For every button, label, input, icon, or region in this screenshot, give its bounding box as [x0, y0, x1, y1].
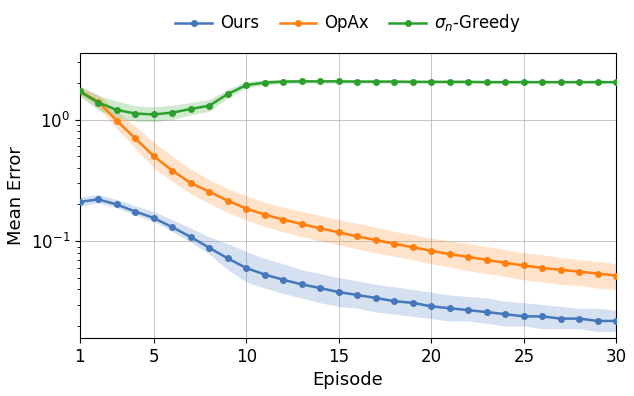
OpAx — [427, 249, 435, 253]
$\sigma_n$-Greedy — [539, 80, 547, 84]
Ours — [427, 304, 435, 309]
OpAx — [261, 212, 269, 217]
$\sigma_n$-Greedy — [187, 107, 195, 111]
Y-axis label: Mean Error: Mean Error — [7, 146, 25, 245]
OpAx — [483, 257, 491, 262]
Ours — [465, 308, 472, 312]
X-axis label: Episode: Episode — [313, 371, 384, 389]
Ours — [169, 225, 176, 230]
Ours — [501, 312, 509, 316]
$\sigma_n$-Greedy — [242, 83, 250, 88]
$\sigma_n$-Greedy — [150, 112, 157, 117]
$\sigma_n$-Greedy — [427, 80, 435, 84]
OpAx — [539, 266, 547, 270]
OpAx — [131, 136, 139, 141]
Ours — [409, 301, 417, 305]
OpAx — [187, 181, 195, 185]
Ours — [483, 310, 491, 314]
Ours — [520, 314, 527, 319]
OpAx — [242, 206, 250, 211]
Ours — [280, 278, 287, 282]
OpAx — [501, 261, 509, 265]
$\sigma_n$-Greedy — [113, 107, 120, 112]
Ours — [150, 215, 157, 220]
Ours — [224, 256, 231, 261]
OpAx — [298, 222, 306, 227]
OpAx — [446, 252, 454, 257]
Ours — [242, 266, 250, 270]
OpAx — [169, 168, 176, 173]
Line: Ours: Ours — [77, 197, 619, 324]
$\sigma_n$-Greedy — [169, 110, 176, 115]
$\sigma_n$-Greedy — [205, 103, 213, 108]
Ours — [557, 316, 565, 321]
OpAx — [76, 88, 84, 93]
OpAx — [557, 267, 565, 272]
Ours — [298, 282, 306, 287]
OpAx — [150, 154, 157, 158]
Ours — [113, 202, 120, 207]
OpAx — [94, 99, 102, 104]
OpAx — [465, 255, 472, 259]
Ours — [446, 306, 454, 310]
$\sigma_n$-Greedy — [224, 91, 231, 96]
$\sigma_n$-Greedy — [520, 80, 527, 84]
OpAx — [205, 189, 213, 194]
Ours — [94, 197, 102, 202]
Line: OpAx: OpAx — [77, 88, 619, 278]
OpAx — [576, 269, 583, 274]
Ours — [391, 299, 398, 304]
$\sigma_n$-Greedy — [594, 80, 602, 84]
$\sigma_n$-Greedy — [446, 80, 454, 84]
OpAx — [520, 263, 527, 268]
$\sigma_n$-Greedy — [94, 100, 102, 105]
Ours — [316, 286, 324, 291]
$\sigma_n$-Greedy — [501, 80, 509, 84]
$\sigma_n$-Greedy — [576, 80, 583, 84]
Ours — [576, 316, 583, 321]
Ours — [187, 234, 195, 239]
$\sigma_n$-Greedy — [391, 79, 398, 84]
Ours — [354, 293, 361, 297]
Ours — [594, 319, 602, 324]
$\sigma_n$-Greedy — [131, 111, 139, 116]
OpAx — [113, 118, 120, 123]
Ours — [372, 295, 380, 300]
$\sigma_n$-Greedy — [483, 80, 491, 84]
OpAx — [391, 242, 398, 246]
OpAx — [335, 230, 342, 235]
Ours — [335, 290, 342, 295]
$\sigma_n$-Greedy — [372, 79, 380, 84]
Ours — [612, 319, 620, 324]
$\sigma_n$-Greedy — [612, 80, 620, 84]
Ours — [539, 314, 547, 319]
$\sigma_n$-Greedy — [261, 80, 269, 85]
OpAx — [280, 217, 287, 222]
OpAx — [594, 271, 602, 276]
$\sigma_n$-Greedy — [354, 79, 361, 84]
Ours — [261, 272, 269, 277]
$\sigma_n$-Greedy — [557, 80, 565, 84]
Ours — [205, 246, 213, 250]
$\sigma_n$-Greedy — [465, 80, 472, 84]
Ours — [131, 209, 139, 214]
OpAx — [316, 226, 324, 231]
$\sigma_n$-Greedy — [76, 89, 84, 94]
$\sigma_n$-Greedy — [335, 79, 342, 84]
OpAx — [372, 238, 380, 242]
OpAx — [409, 245, 417, 249]
Line: $\sigma_n$-Greedy: $\sigma_n$-Greedy — [77, 78, 619, 117]
OpAx — [354, 234, 361, 239]
$\sigma_n$-Greedy — [280, 79, 287, 84]
OpAx — [612, 273, 620, 278]
$\sigma_n$-Greedy — [409, 80, 417, 84]
OpAx — [224, 198, 231, 203]
Ours — [76, 200, 84, 204]
$\sigma_n$-Greedy — [316, 79, 324, 84]
Legend: Ours, OpAx, $\sigma_n$-Greedy: Ours, OpAx, $\sigma_n$-Greedy — [171, 8, 526, 39]
$\sigma_n$-Greedy — [298, 79, 306, 84]
